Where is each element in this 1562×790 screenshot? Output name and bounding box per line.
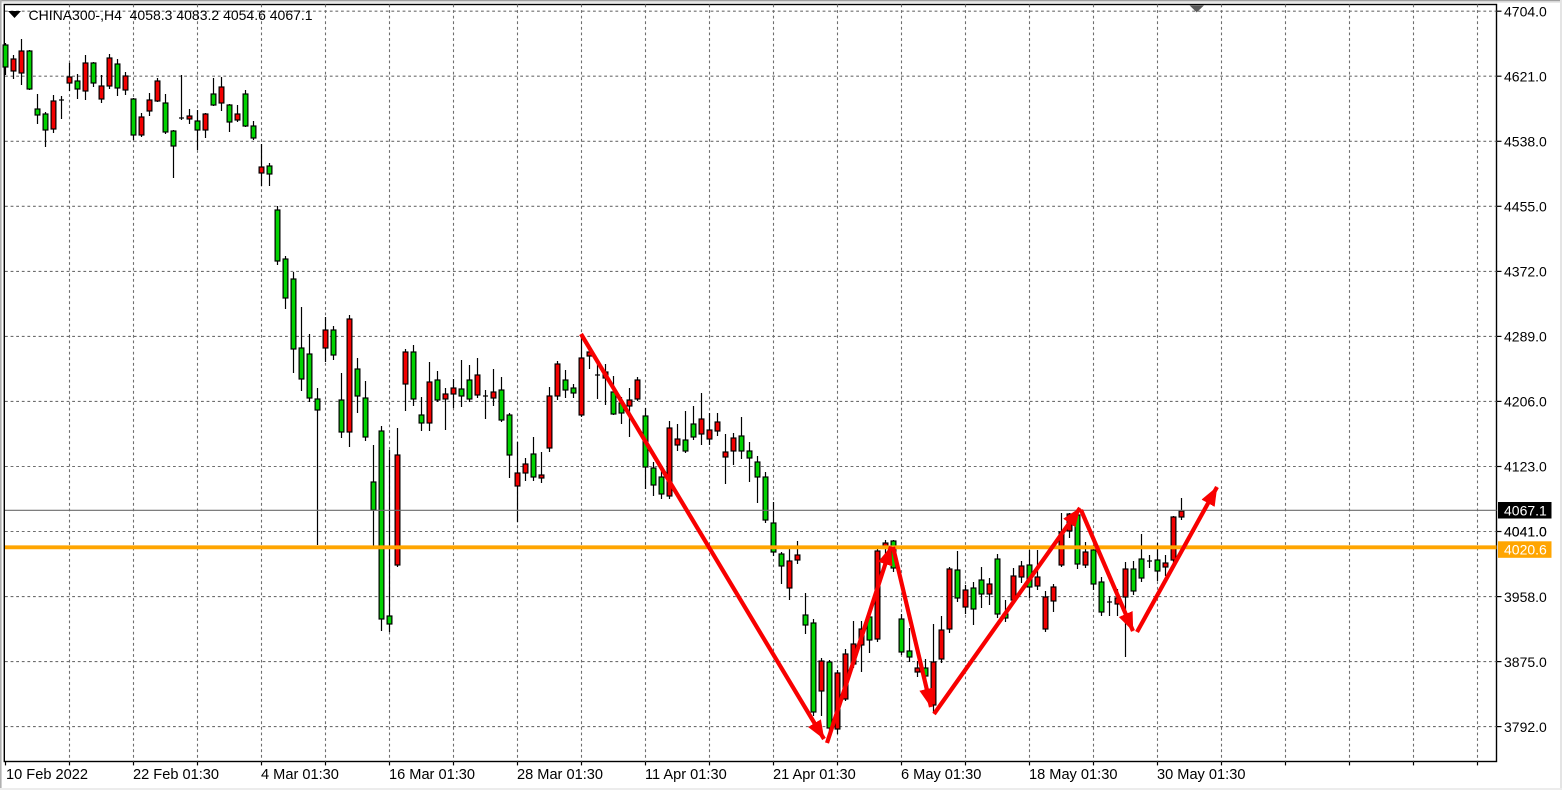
svg-text:18 May 01:30: 18 May 01:30 <box>1029 767 1117 783</box>
svg-text:4455.0: 4455.0 <box>1504 199 1547 215</box>
svg-text:3875.0: 3875.0 <box>1504 654 1547 670</box>
svg-text:4041.0: 4041.0 <box>1504 524 1547 540</box>
svg-text:CHINA300-,H4 4058.3 4083.2 40: CHINA300-,H4 4058.3 4083.2 4054.6 4067.1 <box>29 7 313 23</box>
svg-text:30 May 01:30: 30 May 01:30 <box>1157 767 1245 783</box>
svg-text:4041.0: 4041.0 <box>1504 524 1547 540</box>
svg-text:11 Apr 01:30: 11 Apr 01:30 <box>645 767 727 783</box>
svg-text:4704.0: 4704.0 <box>1504 3 1547 19</box>
svg-text:4206.0: 4206.0 <box>1504 394 1547 410</box>
svg-text:4538.0: 4538.0 <box>1504 134 1547 150</box>
svg-text:4289.0: 4289.0 <box>1504 329 1547 345</box>
svg-text:3792.0: 3792.0 <box>1504 719 1547 735</box>
svg-text:4067.1: 4067.1 <box>1504 502 1547 518</box>
svg-text:4 Mar 01:30: 4 Mar 01:30 <box>261 767 339 783</box>
svg-text:4123.0: 4123.0 <box>1504 459 1547 475</box>
svg-text:22 Feb 01:30: 22 Feb 01:30 <box>133 767 219 783</box>
svg-text:10 Feb 2022: 10 Feb 2022 <box>6 767 88 783</box>
svg-text:28 Mar 01:30: 28 Mar 01:30 <box>517 767 603 783</box>
svg-text:4020.6: 4020.6 <box>1504 542 1547 558</box>
svg-text:3958.0: 3958.0 <box>1504 589 1547 605</box>
svg-text:21 Apr 01:30: 21 Apr 01:30 <box>773 767 856 783</box>
svg-text:16 Mar 01:30: 16 Mar 01:30 <box>389 767 475 783</box>
svg-text:6 May 01:30: 6 May 01:30 <box>901 767 981 783</box>
svg-text:4621.0: 4621.0 <box>1504 68 1547 84</box>
svg-text:4372.0: 4372.0 <box>1504 264 1547 280</box>
